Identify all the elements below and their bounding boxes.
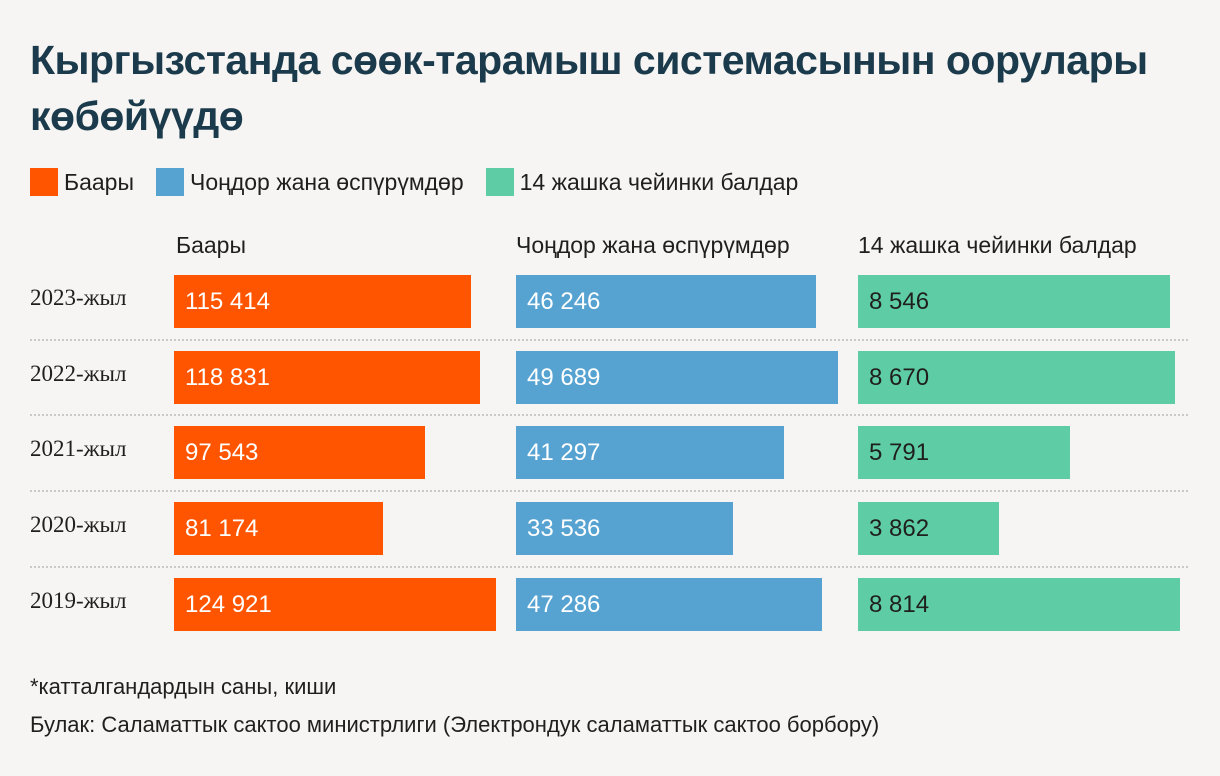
bar-all <box>174 426 425 479</box>
column-header-all: Баары <box>176 232 246 258</box>
bar-value-label: 3 862 <box>869 515 930 542</box>
bar-value-label: 97 543 <box>185 439 259 466</box>
bar-adults <box>516 275 816 328</box>
bar-children <box>858 351 1175 404</box>
bar-value-label: 8 670 <box>869 364 930 391</box>
chart-title: Кыргызстанда сөөк-тарамыш системасынын о… <box>30 37 1148 139</box>
bar-children <box>858 426 1070 479</box>
legend: Баары Чоңдор жана өспүрүмдөр 14 жашка че… <box>30 168 820 196</box>
bar-adults <box>516 351 838 404</box>
source-note: Булак: Саламаттык сактоо министрлиги (Эл… <box>30 712 880 737</box>
bar-value-label: 115 414 <box>185 288 270 315</box>
legend-item-all: Баары <box>30 168 134 196</box>
bar-value-label: 124 921 <box>185 591 272 618</box>
bar-children <box>858 578 1180 631</box>
year-label: 2020-жыл <box>30 512 127 537</box>
legend-swatch-all <box>30 168 58 196</box>
bar-value-label: 81 174 <box>185 515 259 542</box>
bar-value-label: 8 814 <box>869 591 930 618</box>
row-divider <box>30 339 1188 341</box>
bar-adults <box>516 502 733 555</box>
legend-item-adults: Чоңдор жана өспүрүмдөр <box>156 168 464 196</box>
bar-all <box>174 578 496 631</box>
bar-value-label: 8 546 <box>869 288 930 315</box>
column-header-adults: Чоңдор жана өспүрүмдөр <box>516 232 790 258</box>
column-header-children: 14 жашка чейинки балдар <box>858 232 1137 258</box>
row-divider <box>30 566 1188 568</box>
bar-value-label: 118 831 <box>185 364 270 391</box>
legend-swatch-children <box>485 168 514 196</box>
legend-swatch-adults <box>156 168 184 196</box>
bar-adults <box>516 578 822 631</box>
bar-all <box>174 502 383 555</box>
bar-children <box>858 502 999 555</box>
row-divider <box>30 414 1188 416</box>
bar-value-label: 49 689 <box>527 364 601 391</box>
legend-item-children: 14 жашка чейинки балдар <box>485 168 799 196</box>
legend-label-children: 14 жашка чейинки балдар <box>519 168 799 195</box>
bar-value-label: 47 286 <box>527 591 601 618</box>
footnote: *катталгандардын саны, киши <box>30 674 337 699</box>
bar-adults <box>516 426 784 479</box>
year-label: 2022-жыл <box>30 361 127 386</box>
legend-label-all: Баары <box>64 168 134 195</box>
bar-value-label: 46 246 <box>527 288 601 315</box>
bar-all <box>174 351 480 404</box>
bar-value-label: 33 536 <box>527 515 601 542</box>
bar-all <box>174 275 471 328</box>
bar-children <box>858 275 1170 328</box>
legend-label-adults: Чоңдор жана өспүрүмдөр <box>190 168 464 195</box>
row-divider <box>30 490 1188 492</box>
year-label: 2019-жыл <box>30 588 127 613</box>
year-label: 2021-жыл <box>30 436 127 461</box>
bar-value-label: 41 297 <box>527 439 601 466</box>
year-label: 2023-жыл <box>30 285 127 310</box>
bar-value-label: 5 791 <box>869 439 930 466</box>
